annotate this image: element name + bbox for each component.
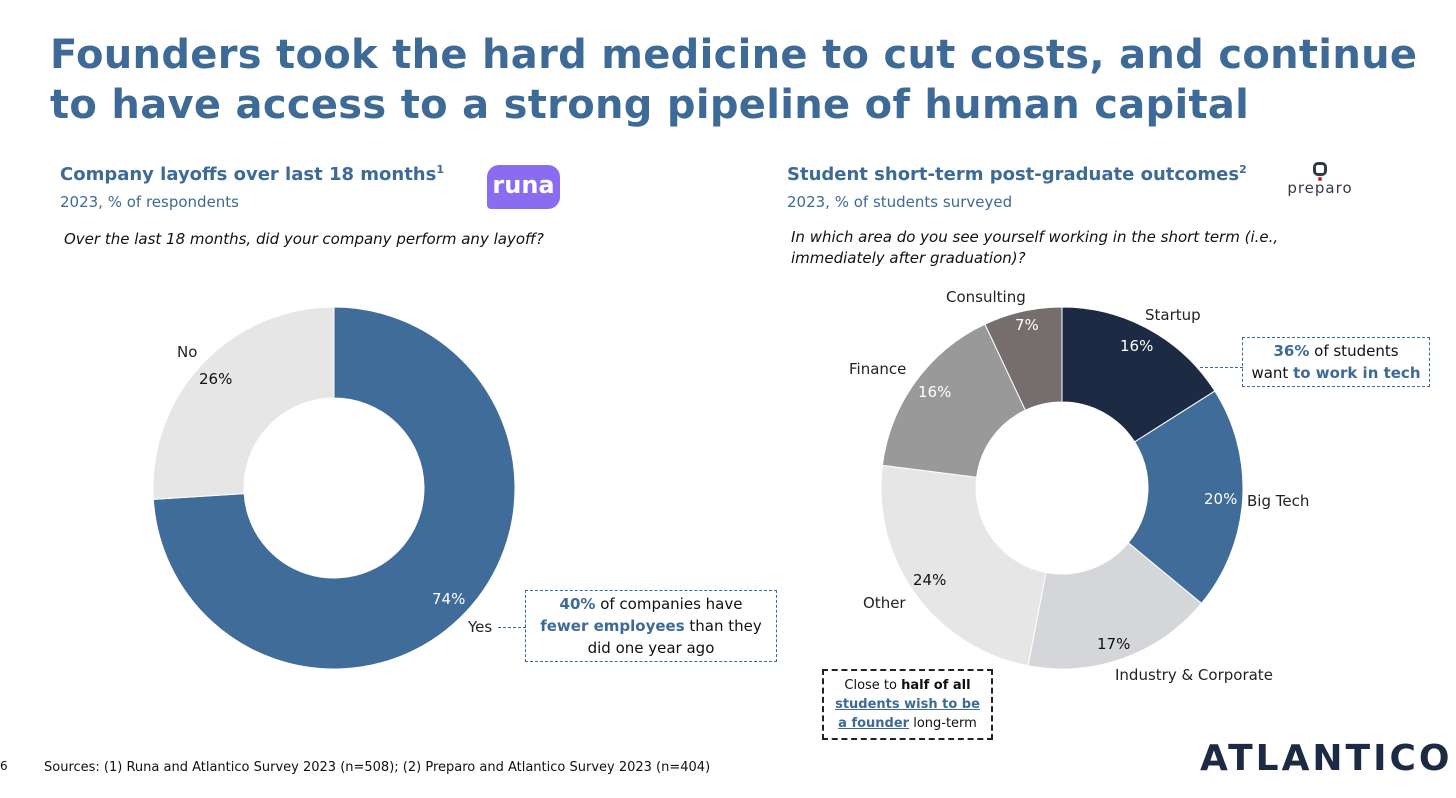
founder-callout: Close to half of all students wish to be… [822,669,993,740]
donut-slice-big-tech [1127,390,1244,605]
label-industry: Industry & Corporate [1115,666,1273,684]
donut-slice-other [880,464,1047,667]
label-finance: Finance [849,360,907,378]
pct-bigtech: 20% [1204,490,1238,508]
pct-finance: 16% [918,383,952,401]
donut-slice-yes [152,306,516,670]
runa-logo: runa [487,165,560,209]
donut-slice-consulting [984,306,1063,411]
pct-other: 24% [913,571,947,589]
donut-slice-industry-corporate [1027,542,1203,670]
pct-yes: 74% [432,590,466,608]
label-consulting: Consulting [946,288,1026,306]
right-chart-heading: Student short-term post-graduate outcome… [787,163,1247,185]
label-bigtech: Big Tech [1247,492,1310,510]
page-number: 6 [0,759,8,773]
right-chart-subheading: 2023, % of students surveyed [787,193,1013,211]
layoff-callout: 40% of companies have fewer employees th… [525,590,777,662]
label-no: No [177,343,198,361]
label-other: Other [863,594,906,612]
donut-slice-startup [1061,306,1216,443]
atlantico-logo: ATLANTICO [1200,738,1453,779]
left-chart-subheading: 2023, % of respondents [60,193,239,211]
donut-slice-finance [881,323,1027,478]
tech-callout: 36% of students want to work in tech [1242,337,1430,387]
label-yes: Yes [468,618,493,636]
page-title: Founders took the hard medicine to cut c… [50,32,1418,128]
pct-consulting: 7% [1015,316,1039,334]
right-question: In which area do you see yourself workin… [791,228,1279,267]
left-chart-heading: Company layoffs over last 18 months1 [60,163,444,185]
preparo-logo: preparo [1280,162,1360,196]
left-question: Over the last 18 months, did your compan… [64,230,544,248]
pct-industry: 17% [1097,635,1131,653]
pct-no: 26% [199,370,233,388]
pct-startup: 16% [1120,337,1154,355]
sources: Sources: (1) Runa and Atlantico Survey 2… [44,760,711,775]
donut-slice-no [152,306,335,500]
label-startup: Startup [1145,306,1201,324]
